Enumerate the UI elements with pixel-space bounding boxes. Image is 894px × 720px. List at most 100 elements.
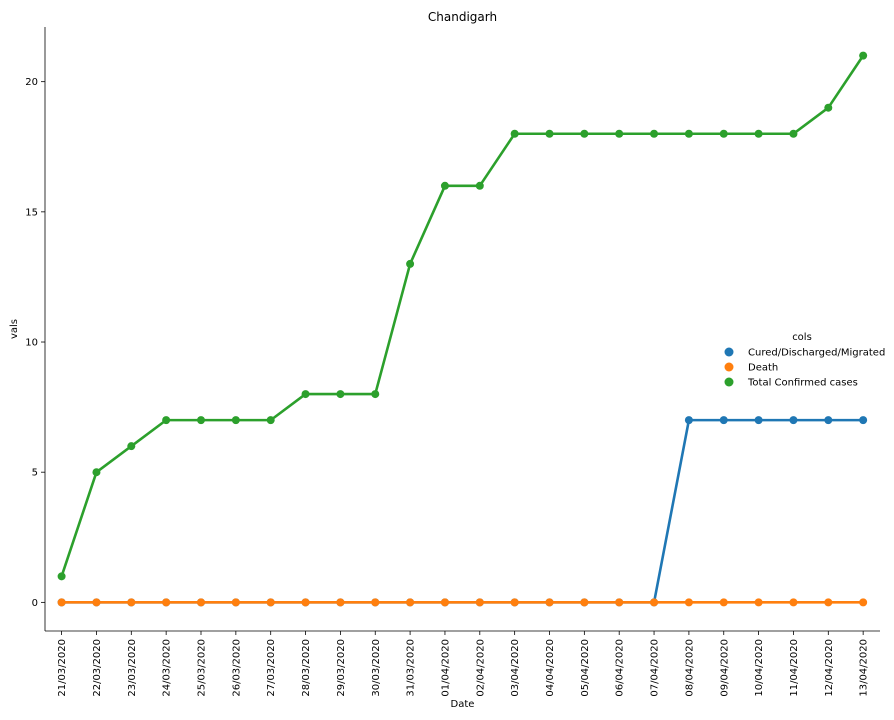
legend-label: Death [748, 363, 778, 374]
legend-label: Cured/Discharged/Migrated [748, 348, 885, 359]
data-point [197, 416, 205, 425]
x-tick-label: 31/03/2020 [406, 639, 417, 697]
series-line [60, 54, 865, 577]
legend-label: Total Confirmed cases [747, 378, 858, 389]
legend-marker [724, 347, 734, 357]
data-point [475, 598, 484, 607]
y-axis-label: vals [9, 319, 20, 339]
data-point [719, 416, 728, 425]
data-point [475, 181, 484, 190]
data-point [789, 129, 798, 138]
data-point [301, 598, 310, 607]
data-point [231, 598, 240, 607]
data-point [336, 598, 345, 607]
data-point [545, 598, 554, 607]
x-tick-label: 21/03/2020 [57, 639, 68, 697]
data-point [789, 416, 798, 425]
data-point [440, 598, 449, 607]
data-point [824, 416, 833, 425]
data-point [57, 598, 66, 607]
x-tick-label: 29/03/2020 [336, 639, 347, 697]
x-tick-label: 25/03/2020 [197, 639, 208, 697]
legend-marker [724, 362, 734, 372]
data-point [127, 442, 136, 451]
chart-title: Chandigarh [428, 10, 497, 24]
x-tick-label: 03/04/2020 [510, 639, 521, 697]
data-point [266, 598, 275, 607]
legend-title: cols [792, 332, 812, 343]
data-point [92, 468, 101, 477]
data-point [406, 598, 415, 607]
data-point [162, 598, 171, 607]
x-tick-label: 06/04/2020 [615, 639, 626, 697]
data-point [650, 598, 659, 607]
data-point [615, 129, 624, 138]
data-point [301, 390, 310, 399]
data-point [440, 181, 449, 190]
x-tick-label: 10/04/2020 [754, 639, 765, 697]
x-tick-label: 13/04/2020 [859, 639, 870, 697]
x-tick-label: 23/03/2020 [127, 639, 138, 697]
x-tick-label: 04/04/2020 [545, 639, 556, 697]
x-tick-label: 30/03/2020 [371, 639, 382, 697]
data-point [684, 416, 693, 425]
data-point [162, 416, 171, 425]
data-point [719, 129, 728, 138]
series-total-confirmed-cases [57, 51, 868, 581]
series-death [57, 598, 868, 607]
data-point [754, 598, 763, 607]
series-cured-discharged-migrated [57, 416, 868, 607]
x-tick-label: 02/04/2020 [475, 639, 486, 697]
x-tick-label: 28/03/2020 [301, 639, 312, 697]
data-point [719, 598, 728, 607]
x-tick-label: 11/04/2020 [789, 639, 800, 697]
data-point [545, 129, 554, 138]
legend-marker [724, 377, 734, 387]
y-tick-label: 10 [25, 338, 38, 349]
x-tick-label: 08/04/2020 [684, 639, 695, 697]
data-point [824, 598, 833, 607]
data-point [231, 416, 240, 425]
x-tick-label: 01/04/2020 [440, 639, 451, 697]
y-tick-label: 0 [32, 598, 38, 609]
data-point [580, 598, 589, 607]
data-point [371, 390, 380, 399]
x-axis-label: Date [451, 699, 475, 710]
data-point [684, 129, 693, 138]
data-point [371, 598, 380, 607]
data-point [580, 129, 589, 138]
x-tick-label: 22/03/2020 [92, 639, 103, 697]
data-point [859, 598, 868, 607]
data-point [789, 598, 798, 607]
data-point [754, 416, 763, 425]
data-point [92, 598, 101, 607]
data-point [684, 598, 693, 607]
x-tick-label: 27/03/2020 [266, 639, 277, 697]
data-point [824, 103, 833, 112]
data-point [859, 51, 868, 60]
legend: cols Cured/Discharged/Migrated Death Total… [724, 332, 885, 389]
data-point [754, 129, 763, 138]
data-point [406, 259, 415, 268]
data-point [510, 598, 519, 607]
x-tick-label: 12/04/2020 [824, 639, 835, 697]
data-point [859, 416, 868, 425]
axes: 0 5 10 15 20 21/03/2020 22/03/2020 23/03/2020 24… [25, 27, 880, 697]
data-point [127, 598, 136, 607]
x-tick-label: 07/04/2020 [650, 639, 661, 697]
y-tick-label: 15 [25, 207, 38, 218]
series-line [61, 418, 864, 604]
y-tick-label: 20 [25, 77, 38, 88]
data-point [650, 129, 659, 138]
series-layer [57, 51, 868, 607]
x-tick-label: 24/03/2020 [162, 639, 173, 697]
y-tick-label: 5 [32, 468, 38, 479]
data-point [57, 572, 66, 581]
data-point [615, 598, 624, 607]
data-point [197, 598, 205, 607]
data-point [336, 390, 345, 399]
x-tick-label: 09/04/2020 [719, 639, 730, 697]
data-point [266, 416, 275, 425]
x-tick-label: 05/04/2020 [580, 639, 591, 697]
